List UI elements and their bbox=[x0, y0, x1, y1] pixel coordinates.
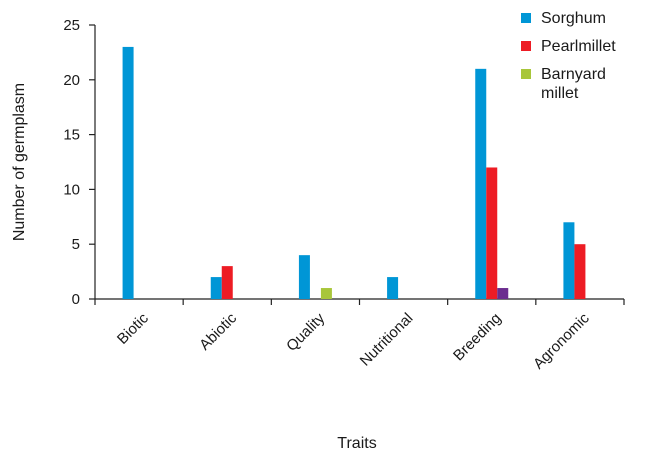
x-tick-label: Quality bbox=[283, 309, 328, 354]
legend-label: Sorghum bbox=[541, 10, 606, 27]
x-tick-label: Breeding bbox=[450, 310, 504, 364]
y-tick-label: 20 bbox=[63, 72, 80, 89]
bar bbox=[387, 277, 399, 299]
x-axis: Biotic Abiotic Quality Nutritional Breeding A… bbox=[94, 298, 625, 373]
x-tick-label: Abiotic bbox=[196, 309, 240, 353]
legend-swatch bbox=[521, 41, 531, 51]
bar bbox=[486, 167, 498, 299]
bar bbox=[210, 277, 222, 299]
x-tick-label: Nutritional bbox=[357, 310, 417, 370]
x-tick-label: Agronomic bbox=[530, 309, 593, 372]
bar bbox=[221, 266, 233, 299]
legend: Sorghum Pearlmillet Barnyard millet bbox=[521, 10, 616, 102]
y-tick-label: 25 bbox=[63, 17, 80, 34]
x-tick-label: Biotic bbox=[114, 309, 152, 347]
bar bbox=[298, 255, 310, 299]
y-tick-label: 0 bbox=[72, 291, 80, 308]
legend-swatch bbox=[521, 69, 531, 79]
bar bbox=[563, 222, 575, 299]
y-tick-label: 15 bbox=[63, 127, 80, 144]
y-tick-label: 5 bbox=[72, 236, 80, 253]
bar bbox=[320, 288, 332, 299]
y-tick-label: 10 bbox=[63, 181, 80, 198]
bar bbox=[497, 288, 509, 299]
legend-label: millet bbox=[541, 85, 579, 102]
y-axis: 0 5 10 15 20 25 bbox=[63, 17, 96, 308]
bar bbox=[574, 244, 586, 299]
bar bbox=[475, 68, 487, 299]
legend-swatch bbox=[521, 13, 531, 23]
legend-label: Barnyard bbox=[541, 66, 606, 83]
y-axis-title: Number of germplasm bbox=[11, 83, 28, 241]
bar bbox=[122, 46, 134, 299]
legend-label: Pearlmillet bbox=[541, 38, 616, 55]
bars bbox=[122, 46, 586, 299]
x-axis-title: Traits bbox=[337, 435, 376, 452]
